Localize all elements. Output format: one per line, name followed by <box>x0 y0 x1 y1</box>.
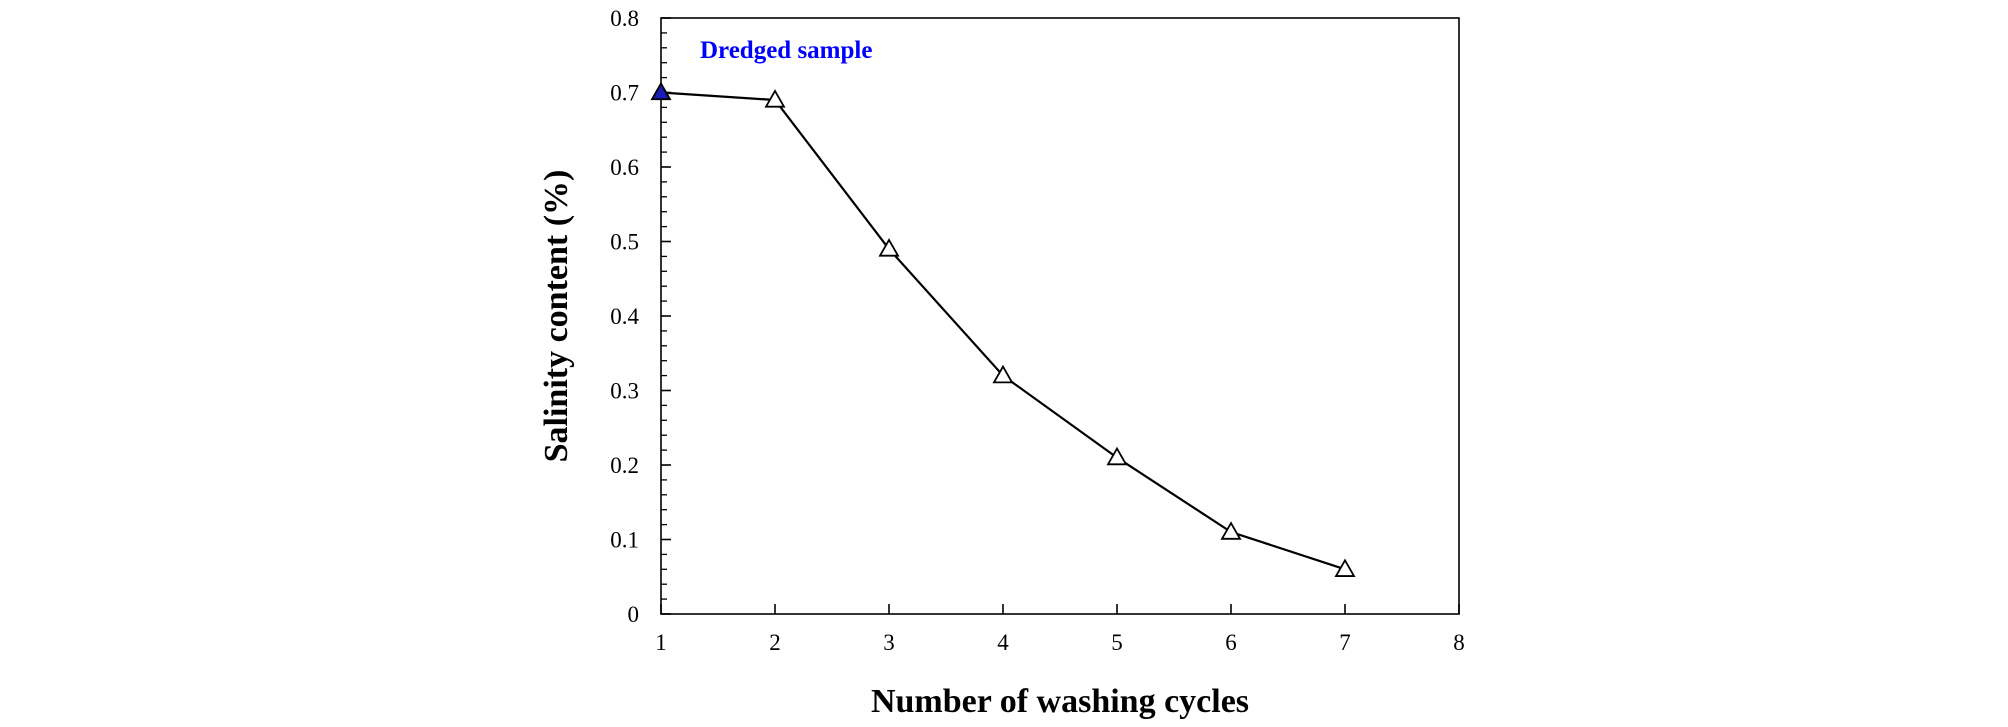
dredged-sample-point <box>650 81 672 101</box>
x-axis-title: Number of washing cycles <box>871 683 1249 720</box>
y-tick-label: 0.8 <box>610 6 639 31</box>
data-point <box>1106 446 1128 466</box>
data-point <box>764 89 786 108</box>
x-tick-label: 1 <box>655 630 667 655</box>
y-tick-label: 0 <box>628 602 640 627</box>
y-tick-label: 0.5 <box>610 230 639 255</box>
data-point <box>1334 558 1356 577</box>
x-tick-label: 8 <box>1453 630 1465 655</box>
data-point <box>992 364 1014 384</box>
y-tick-label: 0.7 <box>610 81 639 106</box>
tick-marks <box>660 17 1460 615</box>
y-tick-label: 0.4 <box>610 304 639 329</box>
y-tick-label: 0.6 <box>610 155 639 180</box>
x-tick-label: 6 <box>1225 630 1237 655</box>
tick-labels: 0 0.1 0.2 0.3 0.4 0.5 0.6 0.7 0.8 1 2 3 4 5 6 7 8 <box>610 6 1465 655</box>
y-tick-label: 0.3 <box>610 379 639 404</box>
x-tick-label: 2 <box>769 630 781 655</box>
data-point <box>1220 521 1242 540</box>
dredged-sample-annotation: Dredged sample <box>700 37 872 64</box>
x-tick-label: 3 <box>883 630 895 655</box>
data-series <box>650 81 1356 577</box>
x-tick-label: 4 <box>997 630 1009 655</box>
data-point <box>878 238 900 257</box>
series-line <box>660 91 1346 571</box>
x-tick-label: 7 <box>1339 630 1351 655</box>
x-tick-label: 5 <box>1111 630 1123 655</box>
y-tick-label: 0.2 <box>610 453 639 478</box>
y-axis-title: Salinity content (%) <box>538 170 575 463</box>
y-tick-label: 0.1 <box>610 528 639 553</box>
